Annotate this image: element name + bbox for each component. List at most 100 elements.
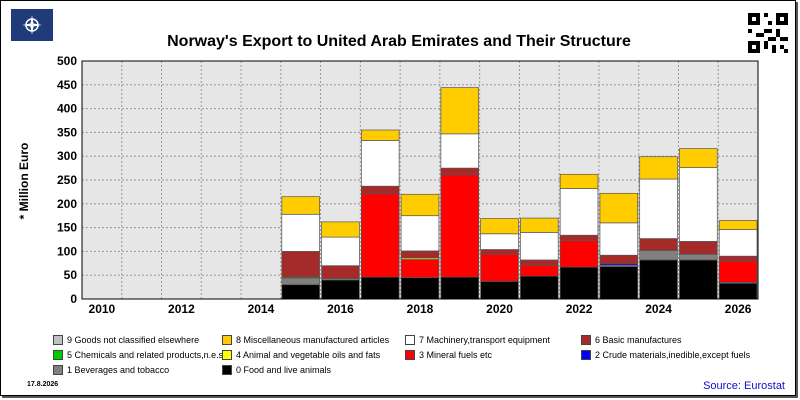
bar-2015-1: [281, 277, 320, 286]
legend-item: 7 Machinery,transport equipment: [405, 335, 550, 345]
bar-2016-0: [321, 279, 360, 300]
chart-title: Norway's Export to United Arab Emirates …: [167, 33, 631, 50]
y-tick-label: 450: [57, 78, 77, 92]
legend-swatch: [581, 350, 591, 360]
x-tick-label: 2026: [725, 302, 752, 316]
bar-2023-7: [599, 222, 639, 256]
bar-2015-0: [281, 284, 320, 300]
bar-2019-3: [440, 174, 479, 278]
legend-swatch: [53, 365, 63, 375]
bar-2022-3: [559, 240, 599, 268]
bar-2018-0: [400, 277, 440, 300]
x-tick-label: 2012: [168, 302, 195, 316]
legend-item: 6 Basic manufactures: [581, 335, 682, 345]
y-tick-label: 50: [64, 268, 78, 282]
bar-2017-0: [361, 276, 400, 300]
bar-2026-6: [718, 255, 758, 262]
legend-item: 3 Mineral fuels etc: [405, 350, 492, 360]
x-tick-label: 2014: [248, 302, 275, 316]
bar-2023-6: [599, 254, 639, 265]
legend-item: 1 Beverages and tobacco: [53, 365, 169, 375]
bar-2016-8: [321, 221, 360, 238]
legend-item: 9 Goods not classified elsewhere: [53, 335, 199, 345]
bar-2026-7: [718, 229, 758, 257]
bar-2022-7: [559, 188, 599, 236]
y-tick-label: 100: [57, 244, 77, 258]
bar-2020-8: [480, 218, 519, 235]
legend-label: 8 Miscellaneous manufactured articles: [236, 335, 390, 345]
x-tick-label: 2020: [486, 302, 513, 316]
legend-swatch: [222, 365, 232, 375]
bar-2023-8: [599, 192, 639, 224]
bar-2017-6: [361, 185, 400, 195]
legend-item: 8 Miscellaneous manufactured articles: [222, 335, 389, 345]
bar-2021-8: [520, 217, 559, 233]
x-tick-label: 2024: [645, 302, 672, 316]
bar-2017-7: [361, 140, 400, 187]
x-tick-label: 2018: [407, 302, 434, 316]
bar-2022-8: [559, 173, 599, 189]
legend-label: 9 Goods not classified elsewhere: [67, 335, 200, 345]
bar-2025-7: [679, 167, 718, 242]
bar-2021-0: [520, 275, 559, 300]
legend-label: 3 Mineral fuels etc: [419, 350, 493, 360]
y-tick-label: 0: [70, 292, 77, 306]
logo-icon: [11, 9, 53, 41]
bar-2024-6: [639, 238, 678, 251]
legend-label: 0 Food and live animals: [236, 365, 332, 375]
bar-2022-6: [559, 234, 599, 241]
legend-swatch: [222, 335, 232, 345]
bar-2021-3: [520, 265, 559, 277]
bar-2016-7: [321, 236, 360, 267]
bar-2026-0: [718, 282, 758, 300]
bar-2023-0: [599, 266, 639, 300]
legend-swatch: [222, 350, 232, 360]
bar-2026-8: [718, 220, 758, 230]
legend-item: 5 Chemicals and related products,n.e.s.: [53, 350, 226, 360]
legend-swatch: [53, 335, 63, 345]
y-tick-label: 150: [57, 221, 77, 235]
y-tick-label: 300: [57, 149, 77, 163]
bar-2018-8: [400, 193, 440, 217]
y-tick-label: 400: [57, 102, 77, 116]
legend-item: 4 Animal and vegetable oils and fats: [222, 350, 380, 360]
source-label: Source: Eurostat: [703, 380, 785, 392]
bar-2019-6: [440, 167, 479, 176]
bar-2025-6: [679, 241, 718, 255]
legend-swatch: [581, 335, 591, 345]
legend-swatch: [53, 350, 63, 360]
date-stamp: 17.8.2026: [27, 381, 59, 388]
legend-label: 5 Chemicals and related products,n.e.s.: [67, 350, 226, 360]
bar-2018-3: [400, 259, 440, 278]
bar-2018-7: [400, 215, 440, 252]
y-tick-label: 350: [57, 125, 77, 139]
bar-2021-7: [520, 232, 559, 261]
legend-label: 7 Machinery,transport equipment: [419, 335, 550, 345]
legend-swatch: [405, 350, 415, 360]
legend-label: 4 Animal and vegetable oils and fats: [236, 350, 381, 360]
legend-item: 0 Food and live animals: [222, 365, 331, 375]
y-tick-label: 250: [57, 173, 77, 187]
y-tick-label: 500: [57, 54, 77, 68]
bar-2019-8: [440, 87, 479, 135]
bar-2020-6: [480, 249, 519, 255]
legend-swatch: [405, 335, 415, 345]
bar-2015-6: [281, 251, 320, 278]
bar-2026-3: [718, 260, 758, 283]
bar-2024-8: [639, 156, 678, 180]
bar-2017-3: [361, 193, 400, 278]
qr-code-icon: [748, 13, 788, 53]
bar-2020-3: [480, 253, 519, 282]
bar-2022-0: [559, 266, 599, 300]
bar-2016-6: [321, 265, 360, 279]
bar-2018-6: [400, 250, 440, 259]
bar-2024-0: [639, 259, 678, 300]
bar-2025-0: [679, 259, 718, 300]
x-tick-label: 2010: [89, 302, 116, 316]
bar-2024-7: [639, 178, 678, 239]
bar-2021-6: [520, 259, 559, 267]
x-tick-label: 2022: [566, 302, 593, 316]
bar-2015-8: [281, 196, 320, 215]
bar-2025-1: [679, 253, 718, 261]
